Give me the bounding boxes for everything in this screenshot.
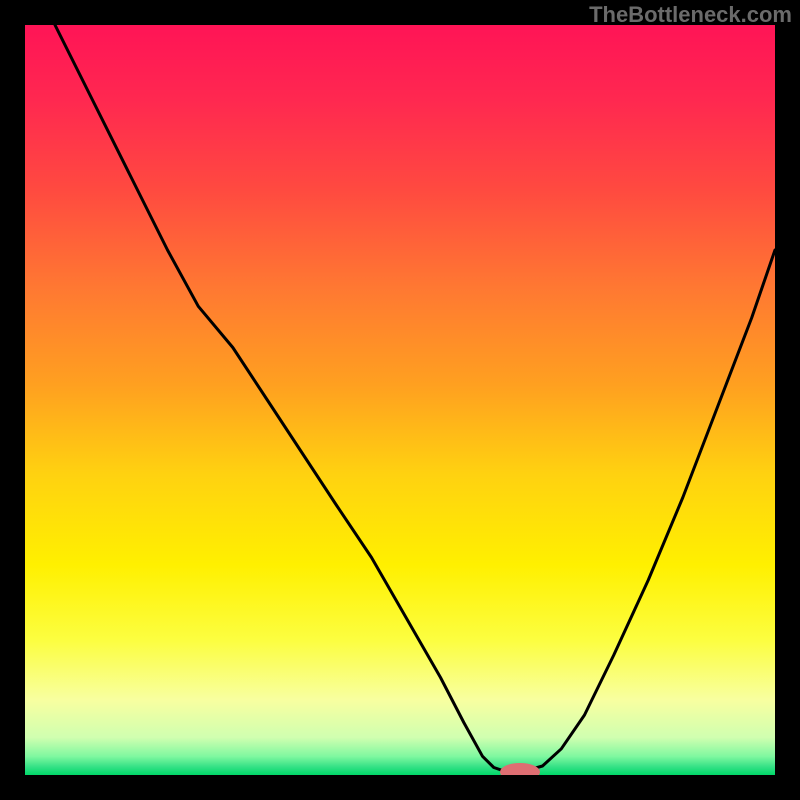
watermark-text: TheBottleneck.com: [589, 2, 792, 28]
chart-svg: [25, 25, 775, 775]
plot-area: [25, 25, 775, 775]
gradient-background: [25, 25, 775, 775]
